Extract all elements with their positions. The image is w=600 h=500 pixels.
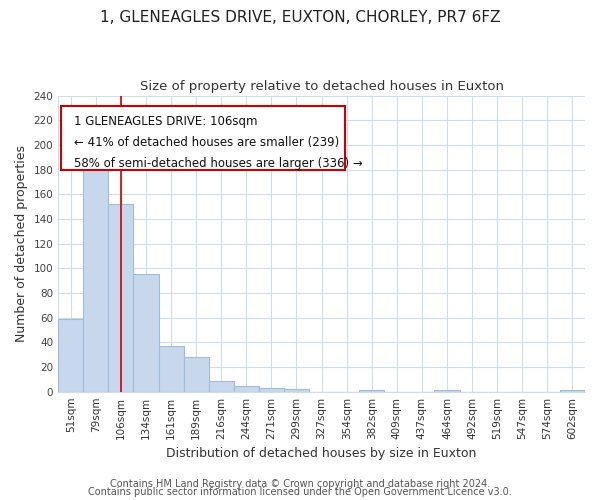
Bar: [284, 389, 309, 392]
Bar: [259, 388, 284, 392]
X-axis label: Distribution of detached houses by size in Euxton: Distribution of detached houses by size …: [166, 447, 477, 460]
Text: Contains public sector information licensed under the Open Government Licence v3: Contains public sector information licen…: [88, 487, 512, 497]
Bar: [158, 346, 184, 392]
Title: Size of property relative to detached houses in Euxton: Size of property relative to detached ho…: [140, 80, 503, 93]
Bar: [359, 390, 385, 392]
Bar: [109, 204, 133, 392]
Bar: [58, 319, 83, 392]
Bar: [83, 162, 109, 392]
Bar: [234, 386, 259, 392]
Bar: [209, 380, 234, 392]
Text: 1 GLENEAGLES DRIVE: 106sqm: 1 GLENEAGLES DRIVE: 106sqm: [74, 115, 257, 128]
Text: ← 41% of detached houses are smaller (239): ← 41% of detached houses are smaller (23…: [74, 136, 339, 149]
Y-axis label: Number of detached properties: Number of detached properties: [15, 145, 28, 342]
Bar: [184, 357, 209, 392]
Text: 58% of semi-detached houses are larger (336) →: 58% of semi-detached houses are larger (…: [74, 158, 363, 170]
Bar: [133, 274, 158, 392]
Bar: [434, 390, 460, 392]
Bar: [560, 390, 585, 392]
Text: 1, GLENEAGLES DRIVE, EUXTON, CHORLEY, PR7 6FZ: 1, GLENEAGLES DRIVE, EUXTON, CHORLEY, PR…: [100, 10, 500, 25]
FancyBboxPatch shape: [61, 106, 345, 170]
Text: Contains HM Land Registry data © Crown copyright and database right 2024.: Contains HM Land Registry data © Crown c…: [110, 479, 490, 489]
